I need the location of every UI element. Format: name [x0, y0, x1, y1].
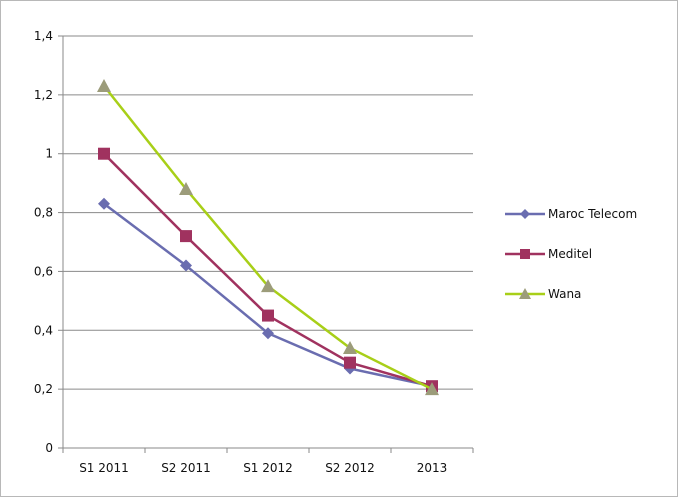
- y-tick-label: 1,4: [34, 29, 53, 43]
- data-point: [262, 309, 274, 322]
- data-point: [262, 327, 274, 340]
- data-point: [344, 356, 356, 369]
- x-tick-label: S1 2011: [79, 461, 129, 475]
- series-line: [103, 85, 433, 391]
- y-tick-label: 1,2: [34, 88, 53, 102]
- x-tick-label: 2013: [417, 461, 448, 475]
- legend-entry: Meditel: [505, 247, 592, 261]
- series-line: [103, 152, 433, 388]
- series-wana: [97, 79, 439, 396]
- y-tick-label: 1: [45, 147, 53, 161]
- axes: [62, 36, 473, 449]
- legend-label: Meditel: [548, 247, 592, 261]
- y-tick-label: 0,6: [34, 264, 53, 278]
- series-maroc-telecom: [98, 197, 438, 393]
- y-tick-label: 0,8: [34, 206, 53, 220]
- x-tick-label: S2 2012: [325, 461, 375, 475]
- x-axis-ticks: S1 2011 S2 2011 S1 2012 S2 2012 2013: [62, 448, 474, 475]
- x-tick-label: S2 2011: [161, 461, 211, 475]
- data-point: [97, 79, 111, 93]
- legend-marker: [519, 288, 531, 299]
- x-tick-label: S1 2012: [243, 461, 293, 475]
- series-line: [103, 202, 433, 388]
- legend-entry: Wana: [505, 287, 581, 301]
- data-point: [98, 147, 110, 160]
- data-point: [180, 259, 192, 272]
- legend-marker: [520, 209, 530, 219]
- legend-entry: Maroc Telecom: [505, 207, 637, 221]
- data-point: [425, 382, 439, 396]
- data-point: [98, 197, 110, 210]
- legend-marker: [520, 249, 530, 259]
- data-point: [261, 279, 275, 293]
- series-meditel: [98, 147, 438, 393]
- data-point: [343, 340, 357, 354]
- y-tick-label: 0: [45, 441, 53, 455]
- legend-label: Maroc Telecom: [548, 207, 637, 221]
- gridlines: [63, 35, 473, 390]
- legend-label: Wana: [548, 287, 581, 301]
- y-tick-label: 0,4: [34, 323, 53, 337]
- series-lines: [97, 79, 439, 396]
- y-tick-label: 0,2: [34, 382, 53, 396]
- data-point: [180, 230, 192, 243]
- y-axis-ticks: 0 0,2 0,4 0,6 0,8 1 1,2 1,4: [34, 29, 63, 455]
- data-point: [179, 182, 193, 196]
- legend: Maroc Telecom Meditel Wana: [505, 207, 637, 301]
